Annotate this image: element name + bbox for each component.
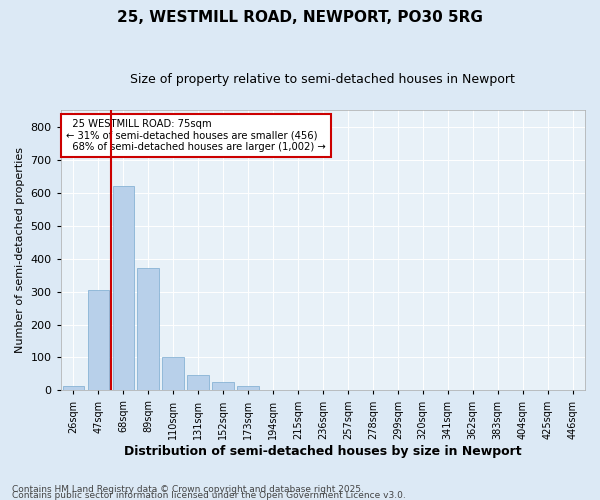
Bar xyxy=(187,375,209,390)
Y-axis label: Number of semi-detached properties: Number of semi-detached properties xyxy=(15,148,25,354)
Text: Contains HM Land Registry data © Crown copyright and database right 2025.: Contains HM Land Registry data © Crown c… xyxy=(12,484,364,494)
X-axis label: Distribution of semi-detached houses by size in Newport: Distribution of semi-detached houses by … xyxy=(124,444,521,458)
Text: 25, WESTMILL ROAD, NEWPORT, PO30 5RG: 25, WESTMILL ROAD, NEWPORT, PO30 5RG xyxy=(117,10,483,25)
Bar xyxy=(212,382,233,390)
Bar xyxy=(113,186,134,390)
Bar xyxy=(62,386,84,390)
Text: 25 WESTMILL ROAD: 75sqm
← 31% of semi-detached houses are smaller (456)
  68% of: 25 WESTMILL ROAD: 75sqm ← 31% of semi-de… xyxy=(66,118,326,152)
Title: Size of property relative to semi-detached houses in Newport: Size of property relative to semi-detach… xyxy=(130,72,515,86)
Bar xyxy=(163,358,184,390)
Bar xyxy=(137,268,159,390)
Bar xyxy=(238,386,259,390)
Bar xyxy=(88,290,109,390)
Text: Contains public sector information licensed under the Open Government Licence v3: Contains public sector information licen… xyxy=(12,490,406,500)
